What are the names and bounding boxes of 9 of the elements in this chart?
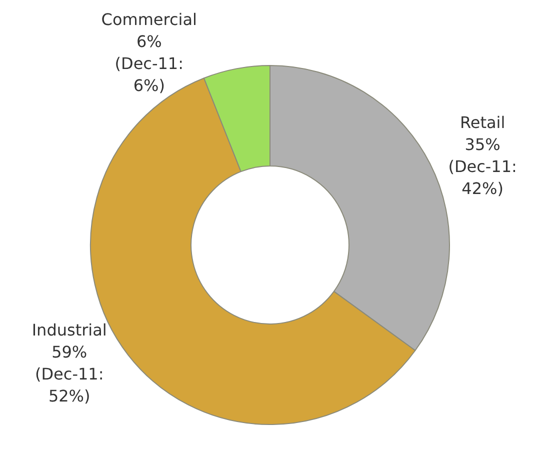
slice-label: Commercial	[101, 10, 197, 30]
text: (Dec-11: 42%)	[448, 156, 517, 198]
data-label: 35%	[464, 134, 500, 154]
slice-label: Industrial	[32, 320, 107, 340]
slice-label: Retail	[460, 112, 506, 132]
data-label: 6%	[136, 32, 162, 52]
text: (Dec-11: 52%)	[34, 364, 104, 406]
text: (Dec-11: 6%)	[114, 54, 184, 96]
data-label: 59%	[52, 342, 88, 362]
